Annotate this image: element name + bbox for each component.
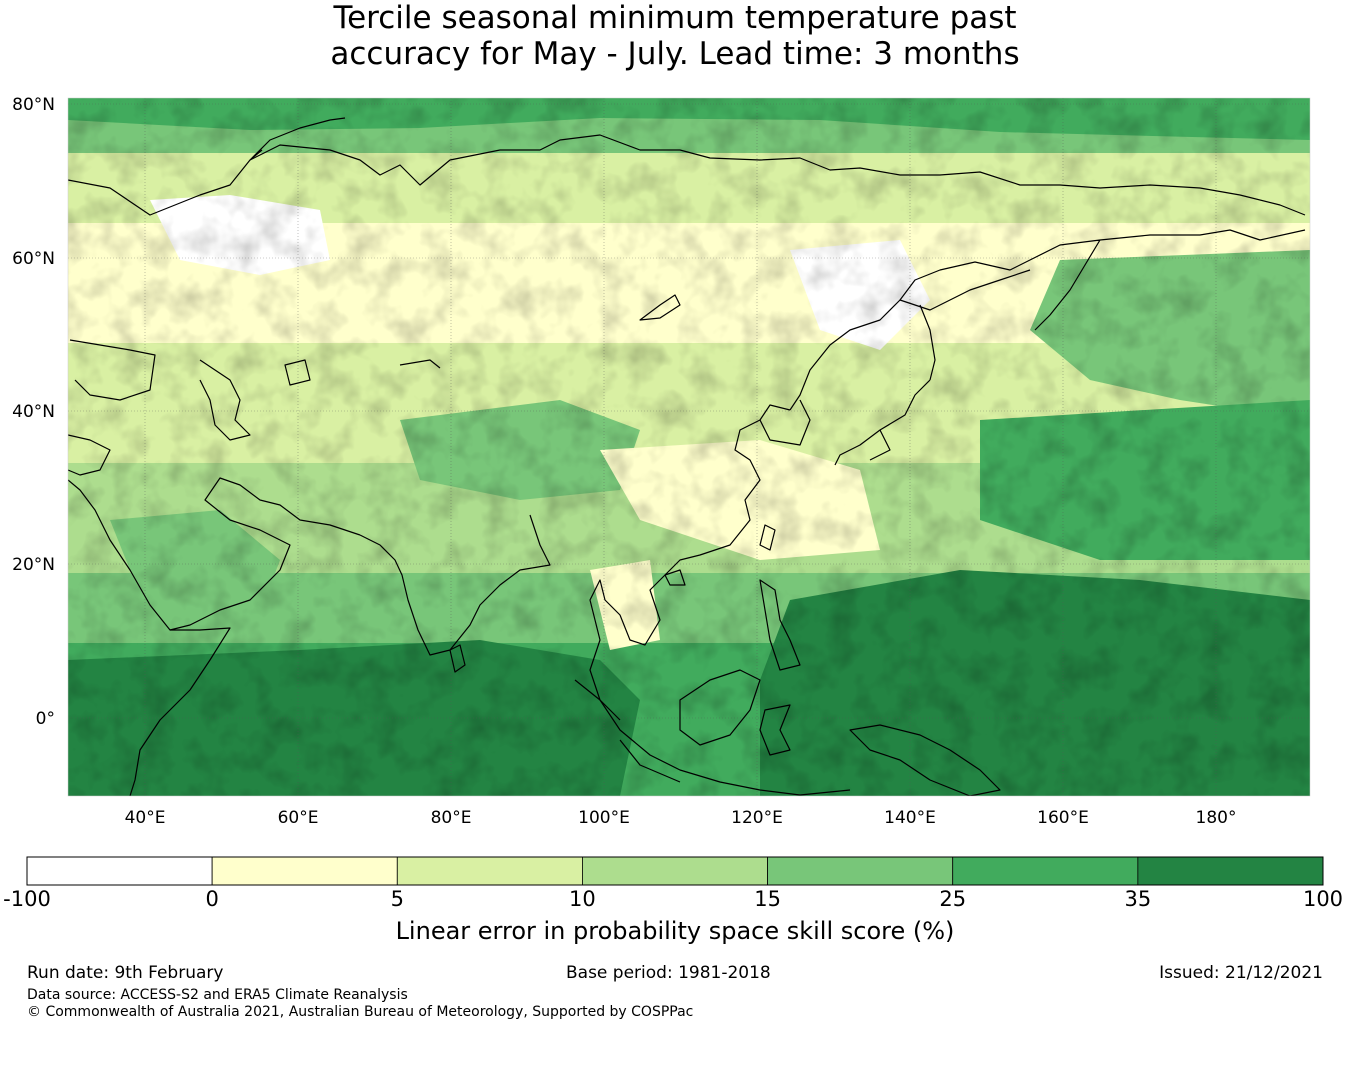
colorbar-cell	[396, 856, 583, 886]
lon-tick-label: 100°E	[578, 808, 630, 828]
coast-sri-lanka	[449, 644, 466, 673]
coast-mediterranean	[68, 434, 111, 476]
data-source: Data source: ACCESS-S2 and ERA5 Climate …	[27, 987, 408, 1003]
map-border	[67, 97, 1311, 797]
run-date: Run date: 9th February	[27, 963, 224, 983]
coast-philippines	[759, 579, 801, 671]
colorbar-cell	[26, 856, 213, 886]
lon-tick-label: 40°E	[125, 808, 166, 828]
lat-tick-label: 80°N	[12, 95, 55, 115]
coast-korea-china	[664, 399, 811, 576]
lat-tick-label: 40°N	[12, 402, 55, 422]
title-line-2: accuracy for May - July. Lead time: 3 mo…	[330, 36, 1020, 72]
coast-sumatra-java	[574, 679, 851, 796]
field-texture	[68, 98, 1310, 796]
lat-tick-label: 20°N	[12, 555, 55, 575]
coast-black-caspian	[69, 339, 251, 441]
coast-arabia	[68, 477, 361, 631]
colorbar-tick-label: 5	[391, 887, 404, 911]
colorbar-tick-label: 35	[1124, 887, 1151, 911]
colorbar: -100 0 5 10 15 25 35 100 Linear error in probab…	[3, 856, 1343, 945]
colorbar-cell	[582, 856, 768, 886]
lat-tick-label: 0°	[36, 709, 55, 729]
coast-borneo	[679, 669, 761, 746]
lon-tick-label: 80°E	[431, 808, 472, 828]
coast-lake-baikal	[639, 294, 681, 321]
colorbar-tick-label: 10	[569, 887, 596, 911]
lon-tick-label: 140°E	[884, 808, 936, 828]
colorbar-tick-label: 0	[205, 887, 218, 911]
coastlines	[68, 117, 1306, 796]
title-line-1: Tercile seasonal minimum temperature pas…	[333, 0, 1017, 36]
lon-tick-label: 120°E	[731, 808, 783, 828]
colorbar-tick-label: 15	[754, 887, 781, 911]
coast-new-guinea	[849, 724, 1001, 796]
map-title: Tercile seasonal minimum temperature pas…	[0, 0, 1350, 72]
lon-tick-label: 160°E	[1037, 808, 1089, 828]
coast-novaya-zemlya	[249, 117, 346, 161]
map-plot-area	[68, 98, 1310, 796]
graticule	[68, 98, 1310, 796]
coast-aral-balkhash	[284, 359, 441, 386]
colorbar-cell	[767, 856, 954, 886]
coast-sulawesi	[759, 704, 791, 756]
colorbar-tick-label: -100	[3, 887, 51, 911]
coast-europe-russia-north	[68, 134, 1306, 216]
base-period: Base period: 1981-2018	[566, 963, 771, 983]
coast-taiwan-hainan	[664, 524, 776, 586]
colorbar-title: Linear error in probability space skill …	[396, 917, 955, 945]
coast-chukotka-kamchatka	[899, 229, 1306, 331]
coast-indochina	[589, 574, 666, 721]
lat-tick-label: 60°N	[12, 249, 55, 269]
coast-okhotsk-sakhalin	[789, 299, 936, 411]
colorbar-cell	[211, 856, 398, 886]
colorbar-cell	[952, 856, 1139, 886]
colorbar-tick-label: 25	[939, 887, 966, 911]
coast-japan	[834, 379, 931, 466]
lon-tick-label: 60°E	[278, 808, 319, 828]
lon-tick-label: 180°	[1196, 808, 1237, 828]
colorbar-border	[26, 856, 1324, 886]
issued-date: Issued: 21/12/2021	[1159, 963, 1323, 983]
coast-east-africa	[129, 627, 231, 796]
copyright: © Commonwealth of Australia 2021, Austra…	[27, 1004, 694, 1020]
colorbar-cell	[1137, 856, 1324, 886]
colorbar-tick-label: 100	[1303, 887, 1343, 911]
